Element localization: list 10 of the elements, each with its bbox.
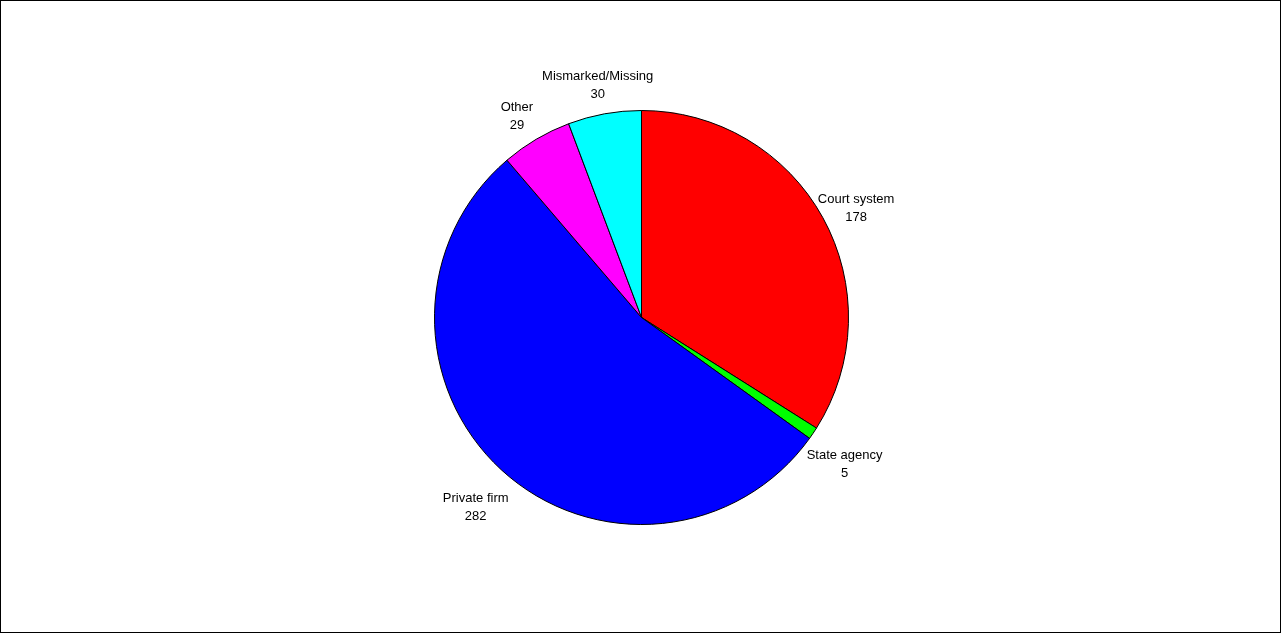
slice-label: Court system [817, 191, 895, 207]
data-label: 282 [464, 507, 487, 523]
data-label: 5 [840, 464, 849, 480]
slice-label: Other [500, 98, 534, 114]
data-label: 30 [590, 86, 605, 102]
slice-label: Mismarked/Missing [542, 68, 654, 84]
data-label: 178 [845, 209, 867, 225]
slice-label: Private firm [442, 489, 509, 505]
slice-label: State agency [806, 446, 884, 462]
data-label: 29 [509, 116, 525, 132]
